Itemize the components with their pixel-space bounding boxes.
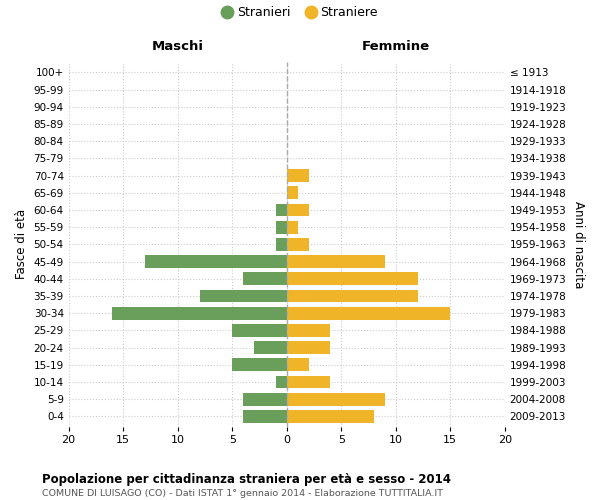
Bar [243,392,287,406]
Text: Popolazione per cittadinanza straniera per età e sesso - 2014: Popolazione per cittadinanza straniera p… [42,472,451,486]
Text: COMUNE DI LUISAGO (CO) - Dati ISTAT 1° gennaio 2014 - Elaborazione TUTTITALIA.IT: COMUNE DI LUISAGO (CO) - Dati ISTAT 1° g… [42,489,443,498]
Bar [243,272,287,285]
Bar [287,324,331,337]
Bar [287,169,308,182]
Bar [232,358,287,371]
Bar [287,255,385,268]
Bar [287,238,308,251]
Bar [276,376,287,388]
Bar [287,410,374,423]
Bar [276,238,287,251]
Bar [276,220,287,234]
Y-axis label: Fasce di età: Fasce di età [15,210,28,280]
Bar [254,341,287,354]
Bar [200,290,287,302]
Bar [287,376,331,388]
Legend: Stranieri, Straniere: Stranieri, Straniere [217,1,383,24]
Bar [243,410,287,423]
Text: Femmine: Femmine [362,40,430,54]
Bar [287,272,418,285]
Bar [287,220,298,234]
Y-axis label: Anni di nascita: Anni di nascita [572,200,585,288]
Bar [287,306,451,320]
Bar [287,290,418,302]
Bar [287,341,331,354]
Bar [112,306,287,320]
Bar [287,204,308,216]
Bar [232,324,287,337]
Bar [287,392,385,406]
Text: Maschi: Maschi [152,40,204,54]
Bar [276,204,287,216]
Bar [145,255,287,268]
Bar [287,186,298,199]
Bar [287,358,308,371]
